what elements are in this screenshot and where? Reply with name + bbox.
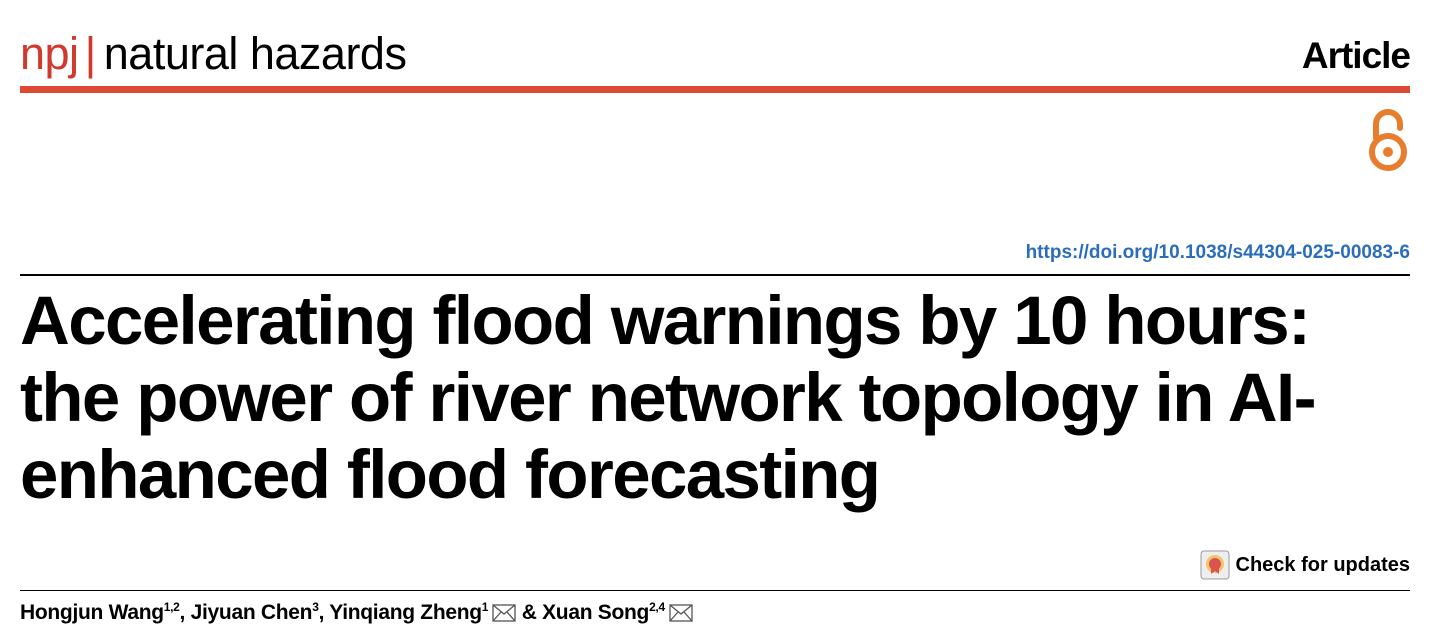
author-name: Jiyuan Chen bbox=[190, 601, 313, 624]
journal-prefix: npj bbox=[20, 28, 79, 79]
separator: | bbox=[84, 28, 97, 79]
author-list: Hongjun Wang1,2, Jiyuan Chen3, Yinqiang … bbox=[20, 598, 693, 628]
title-line: enhanced flood forecasting bbox=[20, 436, 881, 513]
header-rule bbox=[20, 86, 1410, 93]
open-access-icon bbox=[1369, 109, 1407, 171]
email-icon[interactable] bbox=[669, 604, 693, 622]
doi-link[interactable]: https://doi.org/10.1038/s44304-025-00083… bbox=[1025, 242, 1410, 263]
email-icon[interactable] bbox=[492, 604, 516, 622]
article-type: Article bbox=[1301, 35, 1411, 76]
check-for-updates[interactable]: Check for updates bbox=[1200, 550, 1410, 580]
affiliation: 1,2 bbox=[163, 600, 180, 614]
author-separator: , bbox=[179, 601, 191, 624]
journal-title: natural hazards bbox=[103, 28, 407, 79]
affiliation: 1 bbox=[481, 600, 489, 614]
author-name: Yinqiang Zheng bbox=[329, 601, 482, 624]
updates-icon bbox=[1200, 550, 1230, 580]
title-line: Accelerating flood warnings by 10 hours: bbox=[20, 282, 1311, 359]
author-name: Xuan Song bbox=[542, 601, 650, 624]
author-name: Hongjun Wang bbox=[20, 601, 164, 624]
title-line: the power of river network topology in A… bbox=[20, 359, 1317, 436]
affiliation: 3 bbox=[312, 600, 319, 614]
rule bbox=[20, 590, 1410, 591]
rule bbox=[20, 274, 1410, 276]
author-separator: , bbox=[318, 601, 330, 624]
article-title: Accelerating flood warnings by 10 hours:… bbox=[20, 282, 1317, 513]
journal-name: npj | natural hazards bbox=[20, 26, 407, 82]
affiliation: 2,4 bbox=[649, 600, 665, 614]
updates-label: Check for updates bbox=[1235, 554, 1410, 576]
author-separator: & bbox=[516, 601, 543, 624]
